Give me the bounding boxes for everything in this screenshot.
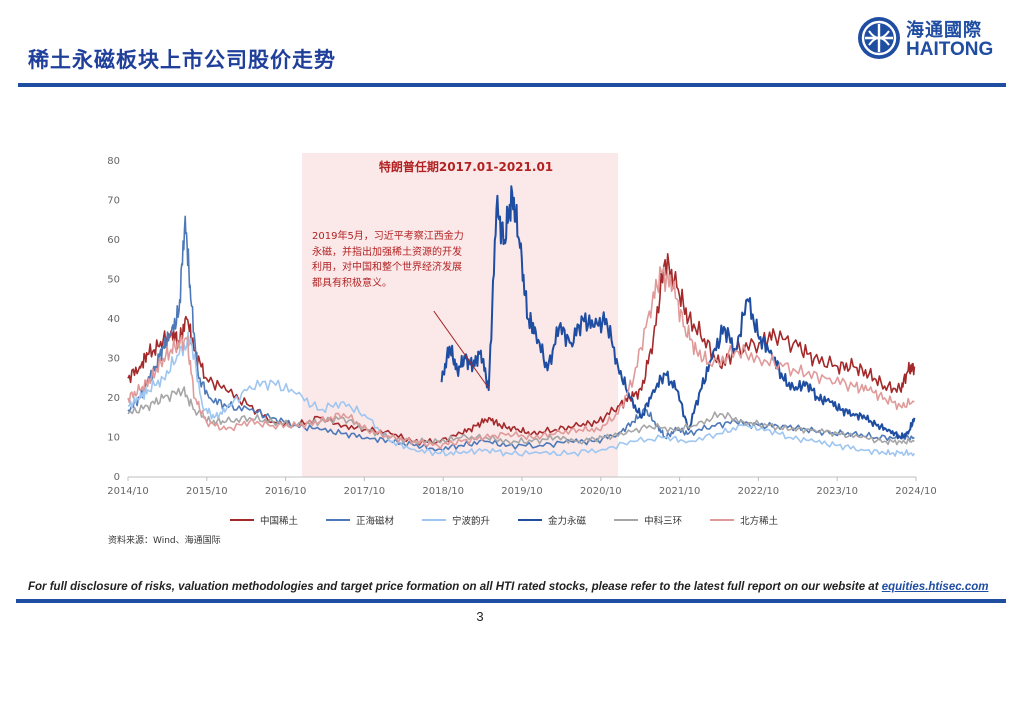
legend-item-1: 中国稀土 <box>230 513 298 527</box>
x-tick-label: 2024/10 <box>895 486 937 497</box>
y-tick-label: 80 <box>107 156 120 167</box>
x-tick-label: 2016/10 <box>265 486 307 497</box>
company-logo: 海通國際 HAITONG <box>856 15 1006 63</box>
legend-item-2: 正海磁材 <box>326 513 394 527</box>
x-tick-label: 2023/10 <box>816 486 858 497</box>
series-line-4 <box>440 185 916 440</box>
series-layer <box>127 185 916 457</box>
chart-annotation: 2019年5月，习近平考察江西金力永磁，并指出加强稀土资源的开发利用，对中国和整… <box>312 231 464 289</box>
y-tick-label: 30 <box>107 354 120 365</box>
legend-item-4: 金力永磁 <box>518 513 586 527</box>
series-line-3 <box>127 331 916 457</box>
disclaimer-text: For full disclosure of risks, valuation … <box>28 581 879 593</box>
x-tick-label: 2014/10 <box>107 486 149 497</box>
x-tick-label: 2017/10 <box>344 486 386 497</box>
legend-label: 北方稀土 <box>740 516 779 527</box>
legend-swatch <box>422 519 447 521</box>
legend-item-6: 北方稀土 <box>710 513 778 527</box>
x-tick-label: 2015/10 <box>186 486 228 497</box>
y-tick-label: 10 <box>107 433 120 444</box>
y-tick-label: 20 <box>107 393 120 404</box>
legend-label: 宁波韵升 <box>452 516 491 527</box>
page-title: 稀土永磁板块上市公司股价走势 <box>28 48 336 72</box>
legend-label: 金力永磁 <box>548 516 587 527</box>
y-tick-label: 50 <box>107 275 120 286</box>
logo-english-text: HAITONG <box>906 39 994 60</box>
legend-label: 中科三环 <box>644 516 683 527</box>
y-tick-label: 0 <box>114 472 120 483</box>
legend-label: 正海磁材 <box>356 516 395 527</box>
shaded-period-label: 特朗普任期2017.01-2021.01 <box>378 160 554 174</box>
x-tick-label: 2022/10 <box>738 486 780 497</box>
series-line-6 <box>127 266 915 450</box>
header-divider <box>18 83 1006 87</box>
page-number: 3 <box>476 609 484 624</box>
y-tick-label: 70 <box>107 196 120 207</box>
legend-swatch <box>710 519 735 521</box>
series-line-1 <box>127 253 916 446</box>
series-line-5 <box>127 386 915 446</box>
chart-legend: 中国稀土 正海磁材 宁波韵升 金力永磁 中科三环 北方稀土 <box>230 513 806 527</box>
footer-disclaimer: For full disclosure of risks, valuation … <box>28 581 988 593</box>
x-tick-label: 2018/10 <box>422 486 464 497</box>
legend-item-5: 中科三环 <box>614 513 682 527</box>
logo-chinese-text: 海通國際 <box>906 20 982 41</box>
axis-layer: 0 10 20 30 40 50 60 70 80 2014/10 2015/10 2016/10 20… <box>107 156 937 497</box>
footer-divider <box>16 599 1006 603</box>
x-tick-label: 2019/10 <box>501 486 543 497</box>
y-tick-label: 40 <box>107 314 120 325</box>
legend-swatch <box>230 519 254 521</box>
x-tick-label: 2021/10 <box>659 486 701 497</box>
legend-label: 中国稀土 <box>260 516 299 527</box>
website-link[interactable]: equities.htisec.com <box>881 581 989 593</box>
y-tick-label: 60 <box>107 235 120 246</box>
x-tick-label: 2020/10 <box>580 486 622 497</box>
data-source-note: 资料来源：Wind、海通国际 <box>108 536 221 546</box>
legend-swatch <box>326 519 351 521</box>
legend-item-3: 宁波韵升 <box>422 513 490 527</box>
haitong-logo-icon <box>858 17 900 59</box>
legend-swatch <box>614 519 639 521</box>
annotation-arrow <box>433 310 490 389</box>
legend-swatch <box>518 519 543 521</box>
